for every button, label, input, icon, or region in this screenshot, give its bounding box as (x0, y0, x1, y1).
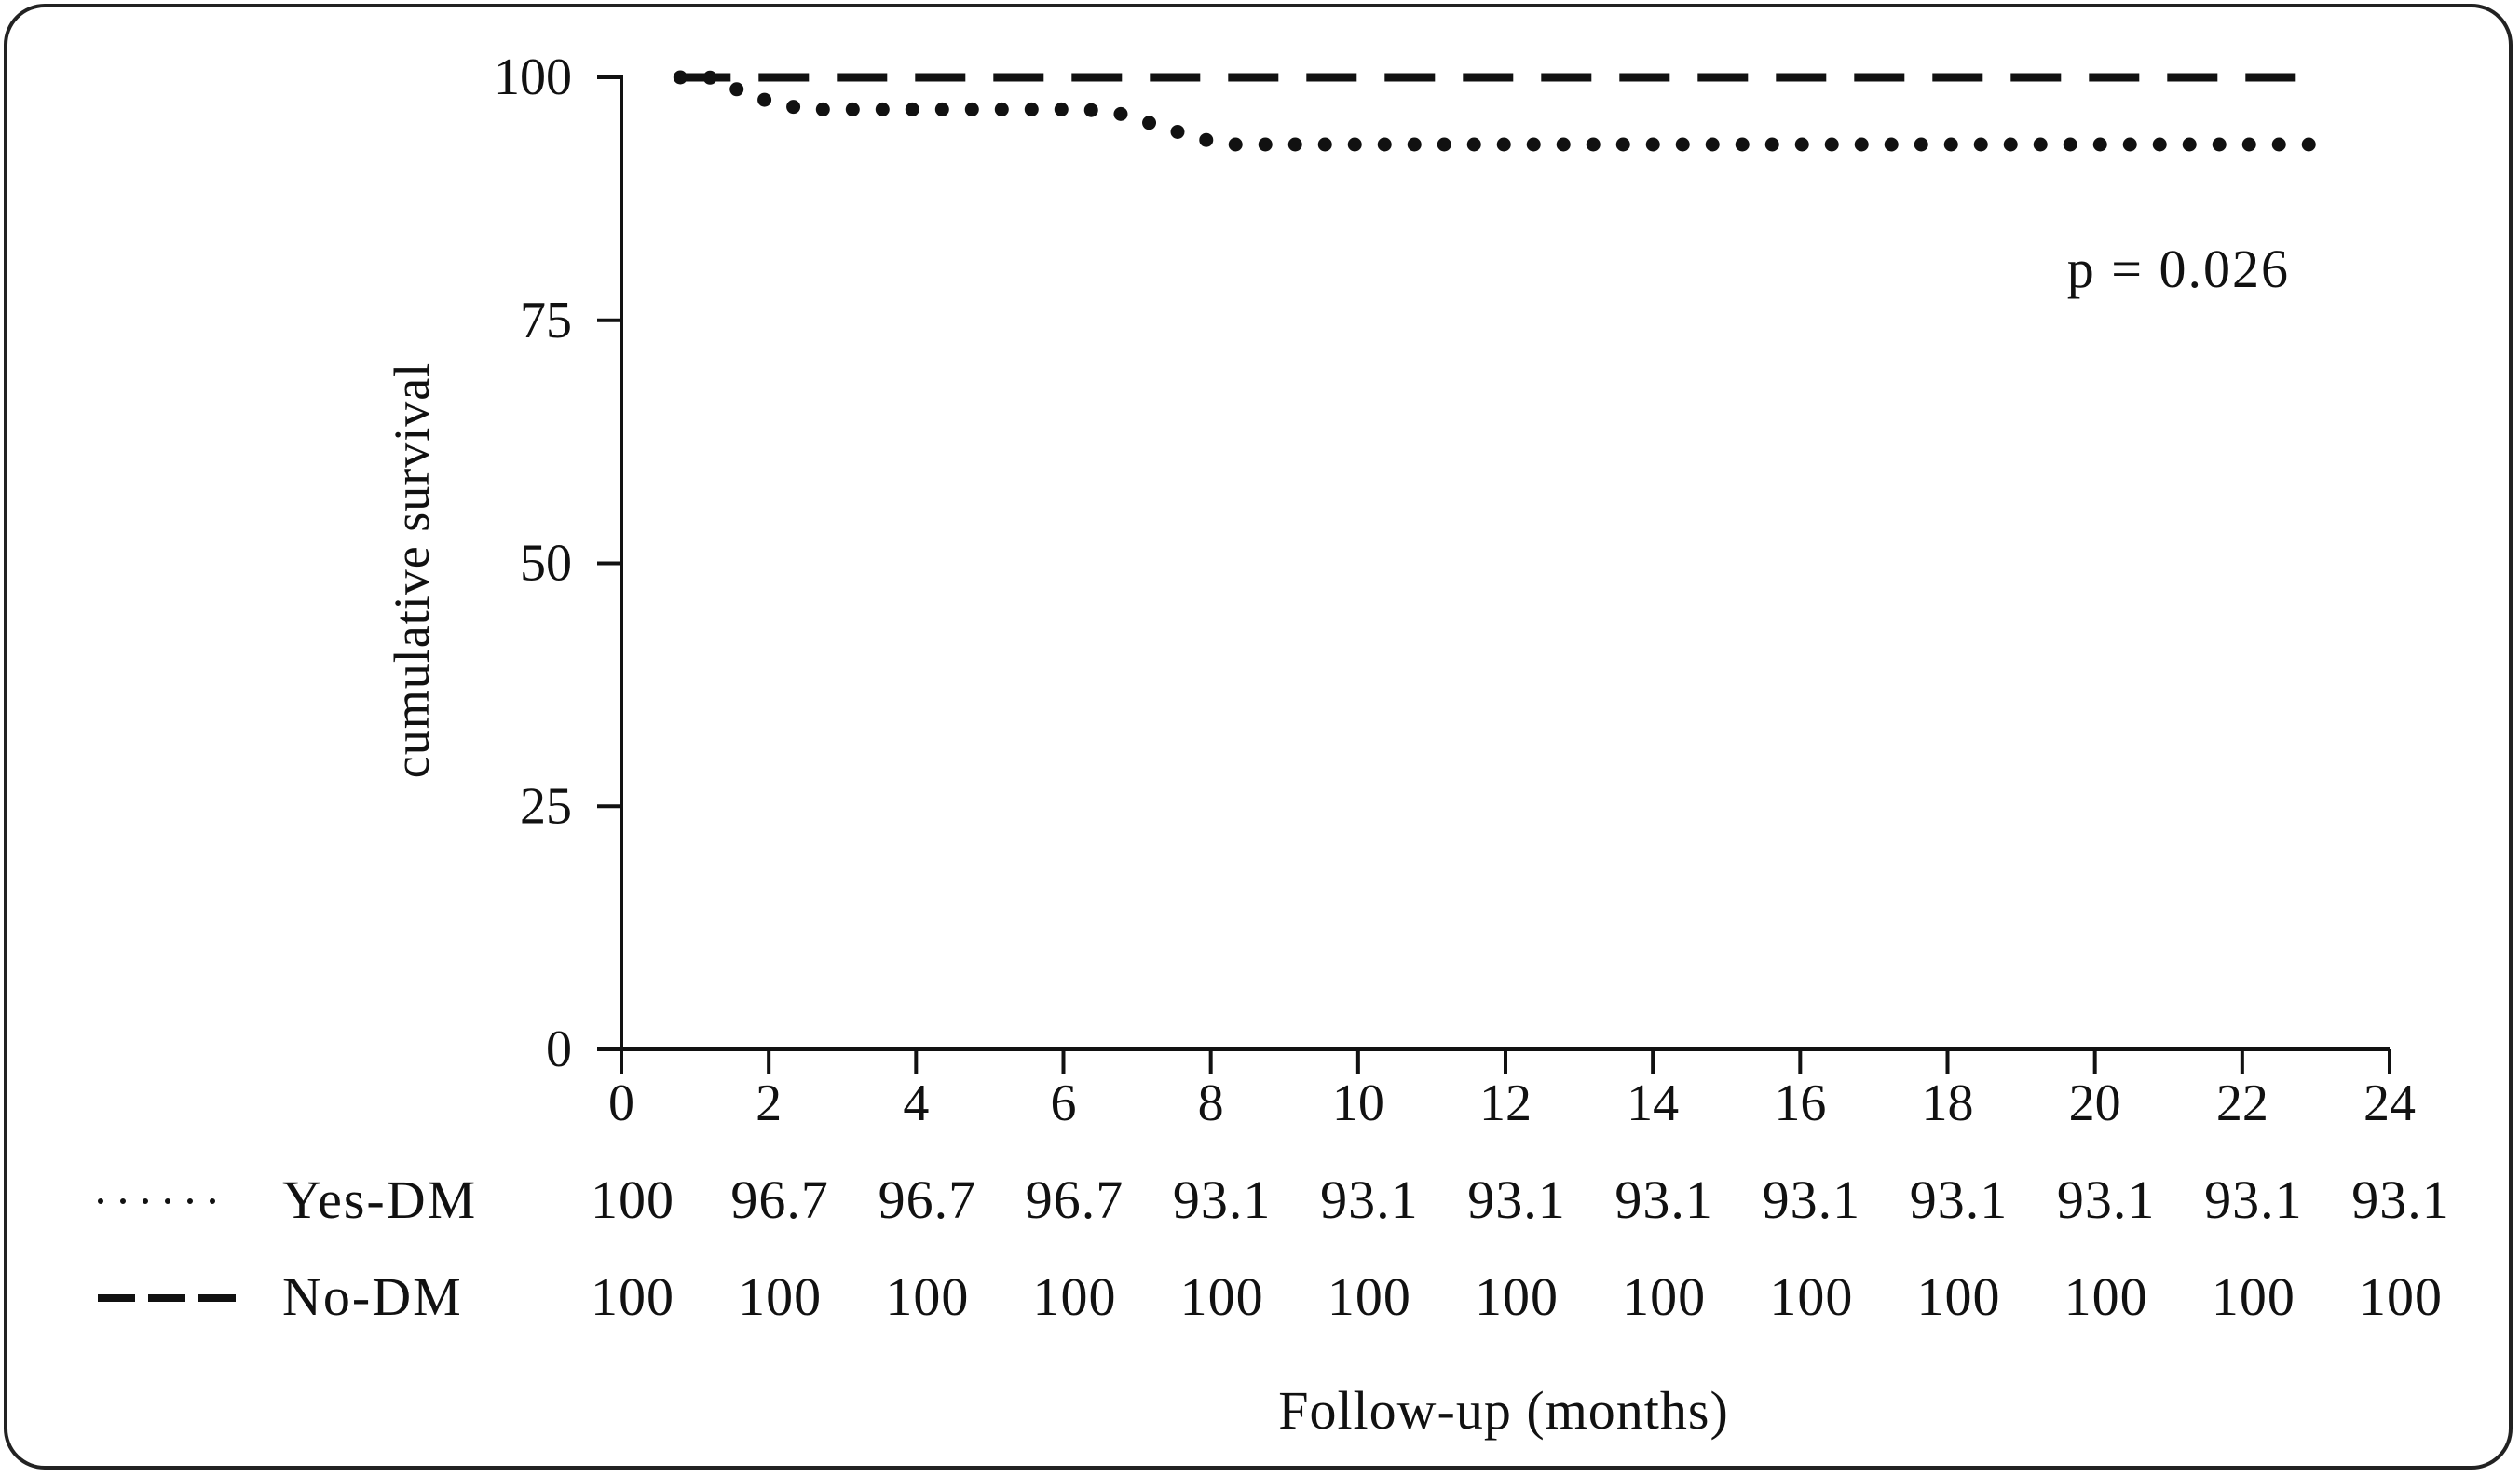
table-cell: 93.1 (2351, 1169, 2450, 1230)
x-tick-label: 18 (1922, 1074, 1974, 1132)
table-cell: 100 (738, 1266, 822, 1327)
table-cell: 100 (591, 1169, 674, 1230)
x-tick-label: 10 (1332, 1074, 1384, 1132)
x-tick-label: 16 (1774, 1074, 1826, 1132)
table-cell: 93.1 (1173, 1169, 1272, 1230)
table-cell: 96.7 (730, 1169, 829, 1230)
table-cell: 100 (885, 1266, 969, 1327)
table-cell: 100 (1917, 1266, 2001, 1327)
x-tick-label: 12 (1479, 1074, 1532, 1132)
x-tick-label: 20 (2069, 1074, 2121, 1132)
series-lines (673, 70, 2323, 152)
x-axis-label: Follow-up (months) (1278, 1380, 1729, 1441)
figure-frame (4, 4, 2513, 1470)
table-cell: 100 (1475, 1266, 1559, 1327)
table-cell: 100 (1180, 1266, 1264, 1327)
x-tick-label: 0 (608, 1074, 634, 1132)
table-cell: 100 (1033, 1266, 1117, 1327)
y-tick-label: 25 (520, 777, 572, 835)
y-tick-label: 100 (494, 48, 572, 106)
legend-label-no-dm: No-DM (282, 1266, 463, 1327)
p-value-annotation: p = 0.026 (2067, 239, 2290, 299)
y-tick-label: 50 (520, 535, 572, 593)
table-cell: 93.1 (2204, 1169, 2303, 1230)
table-cell: 100 (1328, 1266, 1411, 1327)
y-tick-label: 0 (546, 1020, 572, 1078)
table-cell: 93.1 (1763, 1169, 1861, 1230)
survival-table: Yes-DM 100 96.7 96.7 96.7 93.1 93.1 93.1 93.1 93.… (98, 1169, 2450, 1327)
x-tick-label: 14 (1627, 1074, 1679, 1132)
y-axis-label: cumulative survival (384, 362, 440, 778)
x-tick-label: 24 (2363, 1074, 2416, 1132)
table-cell: 93.1 (1910, 1169, 2009, 1230)
x-tick-label: 8 (1198, 1074, 1224, 1132)
table-cell: 93.1 (1467, 1169, 1566, 1230)
x-tick-label: 2 (756, 1074, 782, 1132)
table-cell: 93.1 (1320, 1169, 1419, 1230)
y-tick-label: 75 (520, 292, 572, 349)
legend-label-yes-dm: Yes-DM (282, 1169, 477, 1230)
table-cell: 100 (591, 1266, 674, 1327)
table-cell: 100 (1769, 1266, 1853, 1327)
table-cell: 93.1 (2057, 1169, 2156, 1230)
table-cell: 100 (2359, 1266, 2443, 1327)
table-cell: 96.7 (1026, 1169, 1124, 1230)
table-cell: 96.7 (879, 1169, 977, 1230)
table-cell: 100 (2064, 1266, 2148, 1327)
chart-labels: cumulative survival p = 0.026 Follow-up … (384, 239, 2290, 1441)
table-cell: 100 (2212, 1266, 2295, 1327)
table-cell: 93.1 (1614, 1169, 1713, 1230)
series-line-yes-dm (673, 70, 2323, 152)
x-tick-label: 6 (1051, 1074, 1077, 1132)
table-cell: 100 (1622, 1266, 1706, 1327)
x-tick-label: 22 (2216, 1074, 2268, 1132)
x-tick-label: 4 (903, 1074, 929, 1132)
